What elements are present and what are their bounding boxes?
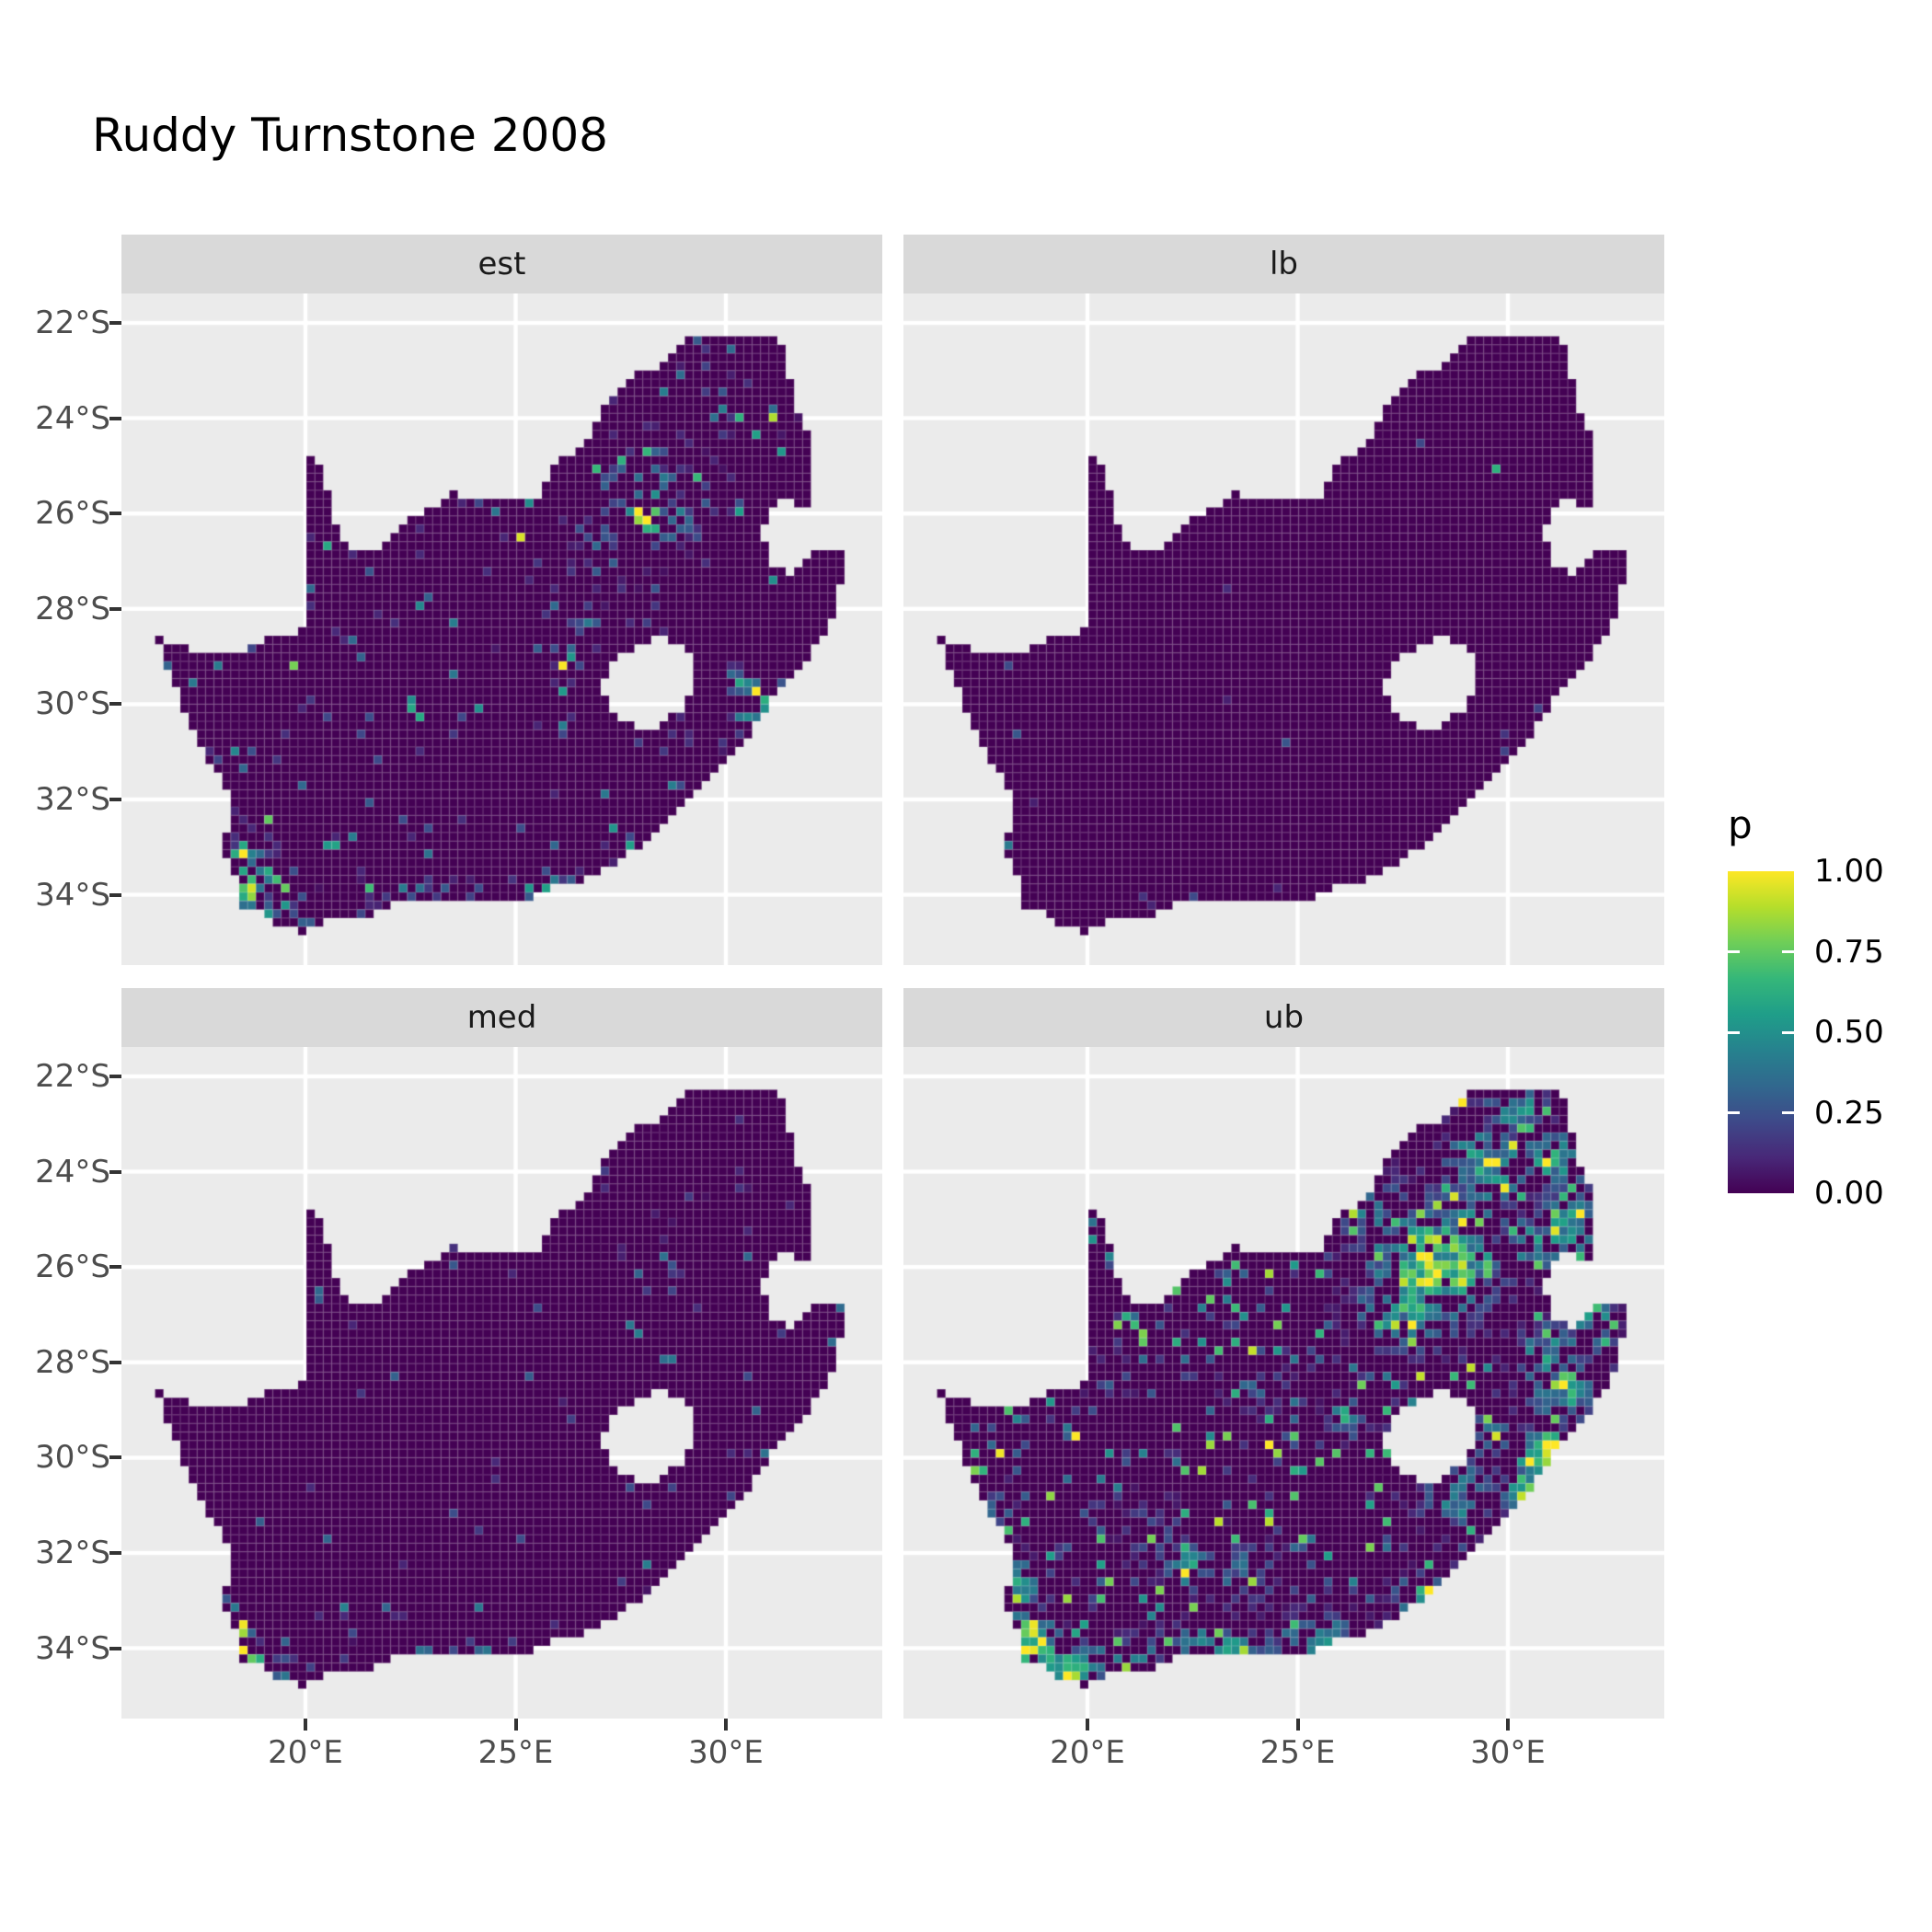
x-axis-tick-mark xyxy=(1295,1719,1300,1731)
y-axis-tick-mark xyxy=(109,798,121,801)
y-axis-tick-label: 30°S xyxy=(35,1439,110,1477)
legend-tick-label: 0.50 xyxy=(1814,1014,1884,1051)
y-axis-tick-mark xyxy=(109,1551,121,1555)
facet-strip-label: med xyxy=(466,999,537,1036)
y-axis-tick-mark xyxy=(109,892,121,897)
facet-map-lb xyxy=(903,293,1664,965)
facet-strip-lb: lb xyxy=(903,235,1664,293)
x-axis-tick-label: 20°E xyxy=(1050,1734,1125,1771)
y-axis-tick-label: 32°S xyxy=(35,1535,110,1571)
y-axis-tick-label: 28°S xyxy=(35,1343,110,1381)
facet-strip-med: med xyxy=(121,988,882,1047)
y-axis-tick-mark xyxy=(109,1075,121,1078)
x-axis-tick-label: 30°E xyxy=(688,1734,764,1771)
y-axis-tick-label: 24°S xyxy=(35,1153,110,1190)
facet-strip-ub: ub xyxy=(903,988,1664,1047)
legend-title: p xyxy=(1728,802,1753,847)
legend-tick-label: 0.25 xyxy=(1814,1094,1884,1132)
facet-map-ub xyxy=(903,1047,1664,1719)
x-axis-tick-label: 20°E xyxy=(268,1734,343,1771)
y-axis-tick-label: 26°S xyxy=(35,1248,110,1286)
y-axis-tick-label: 26°S xyxy=(35,495,110,533)
legend-bar-tick xyxy=(1782,950,1794,953)
x-axis-tick-label: 30°E xyxy=(1470,1734,1546,1771)
legend-tick-label: 1.00 xyxy=(1814,853,1884,890)
y-axis-tick-label: 22°S xyxy=(35,1058,110,1095)
facet-strip-est: est xyxy=(121,235,882,293)
legend-bar-tick xyxy=(1782,1030,1794,1034)
y-axis-tick-label: 34°S xyxy=(35,876,110,914)
x-axis-tick-mark xyxy=(1506,1719,1510,1731)
y-axis-tick-mark xyxy=(109,1265,121,1270)
y-axis-tick-label: 32°S xyxy=(35,781,110,818)
x-axis-tick-mark xyxy=(724,1719,728,1731)
legend-bar-tick xyxy=(1728,1111,1740,1114)
x-axis-tick-mark xyxy=(1086,1719,1089,1731)
y-axis-tick-label: 24°S xyxy=(35,399,110,437)
y-axis-tick-label: 34°S xyxy=(35,1629,110,1667)
y-axis-tick-mark xyxy=(109,512,121,516)
legend-bar-tick xyxy=(1728,950,1740,953)
x-axis-tick-mark xyxy=(304,1719,307,1731)
y-axis-tick-mark xyxy=(109,1646,121,1650)
y-axis-tick-mark xyxy=(109,702,121,707)
legend-tick-label: 0.00 xyxy=(1814,1175,1884,1212)
x-axis-tick-mark xyxy=(513,1719,518,1731)
y-axis-tick-mark xyxy=(109,1360,121,1364)
facet-strip-label: ub xyxy=(1263,999,1305,1036)
y-axis-tick-label: 22°S xyxy=(35,305,110,341)
y-axis-tick-mark xyxy=(109,1169,121,1174)
legend-tick-label: 0.75 xyxy=(1814,933,1884,971)
plot-title: Ruddy Turnstone 2008 xyxy=(92,109,608,162)
x-axis-tick-label: 25°E xyxy=(1259,1734,1336,1771)
y-axis-tick-mark xyxy=(109,1455,121,1460)
legend-bar-tick xyxy=(1782,1111,1794,1114)
y-axis-tick-mark xyxy=(109,416,121,420)
x-axis-tick-label: 25°E xyxy=(477,1734,554,1771)
facet-strip-label: est xyxy=(477,246,526,282)
y-axis-tick-mark xyxy=(109,321,121,325)
facet-strip-label: lb xyxy=(1269,246,1299,282)
legend-bar-tick xyxy=(1728,1030,1740,1034)
facet-map-med xyxy=(121,1047,882,1719)
y-axis-tick-label: 30°S xyxy=(35,685,110,723)
y-axis-tick-mark xyxy=(109,606,121,611)
facet-map-est xyxy=(121,293,882,965)
y-axis-tick-label: 28°S xyxy=(35,590,110,627)
